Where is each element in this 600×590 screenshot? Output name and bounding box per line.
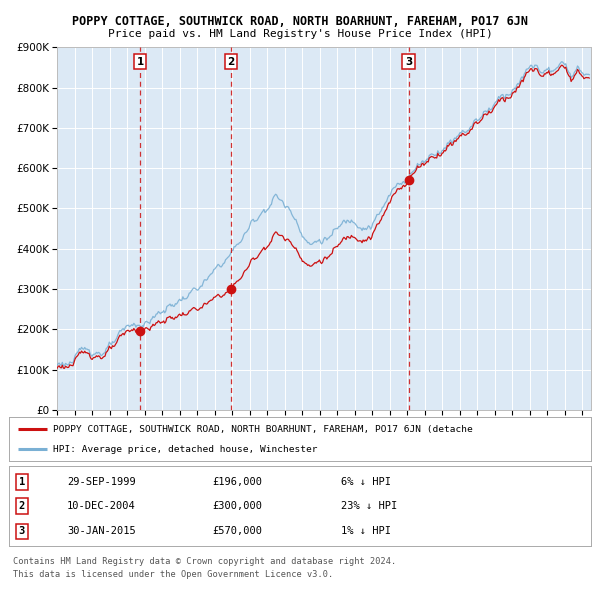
Text: £300,000: £300,000 xyxy=(212,501,263,511)
Text: 3: 3 xyxy=(405,57,412,67)
Text: 1: 1 xyxy=(137,57,144,67)
Text: 10-DEC-2004: 10-DEC-2004 xyxy=(67,501,136,511)
Text: Contains HM Land Registry data © Crown copyright and database right 2024.: Contains HM Land Registry data © Crown c… xyxy=(13,557,397,566)
Text: 1% ↓ HPI: 1% ↓ HPI xyxy=(341,526,391,536)
Text: POPPY COTTAGE, SOUTHWICK ROAD, NORTH BOARHUNT, FAREHAM, PO17 6JN: POPPY COTTAGE, SOUTHWICK ROAD, NORTH BOA… xyxy=(72,15,528,28)
Text: 2: 2 xyxy=(227,57,235,67)
Text: 2: 2 xyxy=(19,501,25,511)
Text: £196,000: £196,000 xyxy=(212,477,263,487)
Text: HPI: Average price, detached house, Winchester: HPI: Average price, detached house, Winc… xyxy=(53,445,317,454)
Text: This data is licensed under the Open Government Licence v3.0.: This data is licensed under the Open Gov… xyxy=(13,570,334,579)
Text: 6% ↓ HPI: 6% ↓ HPI xyxy=(341,477,391,487)
Text: 1: 1 xyxy=(19,477,25,487)
Text: 3: 3 xyxy=(19,526,25,536)
Text: £570,000: £570,000 xyxy=(212,526,263,536)
Text: 30-JAN-2015: 30-JAN-2015 xyxy=(67,526,136,536)
Text: Price paid vs. HM Land Registry's House Price Index (HPI): Price paid vs. HM Land Registry's House … xyxy=(107,30,493,39)
Text: 29-SEP-1999: 29-SEP-1999 xyxy=(67,477,136,487)
Text: POPPY COTTAGE, SOUTHWICK ROAD, NORTH BOARHUNT, FAREHAM, PO17 6JN (detache: POPPY COTTAGE, SOUTHWICK ROAD, NORTH BOA… xyxy=(53,425,472,434)
Text: 23% ↓ HPI: 23% ↓ HPI xyxy=(341,501,397,511)
